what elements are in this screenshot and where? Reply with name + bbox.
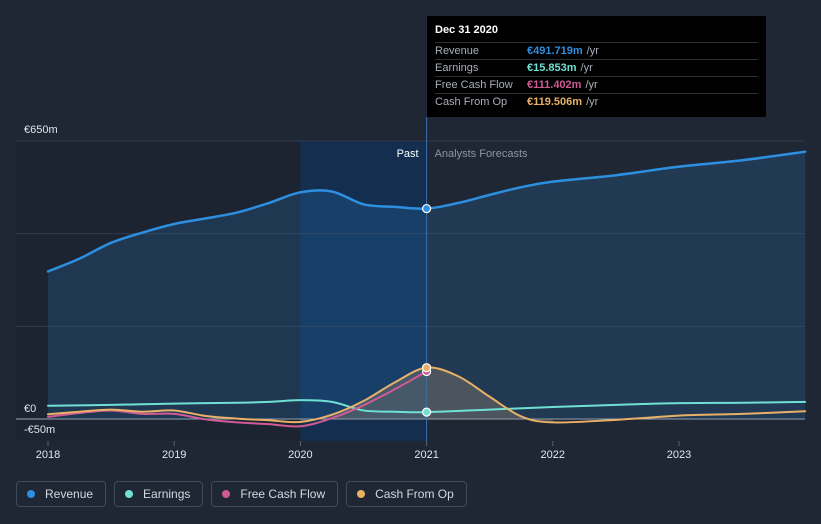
legend-label: Free Cash Flow <box>240 487 326 501</box>
tooltip: Dec 31 2020 Revenue €491.719m /yr Earnin… <box>427 16 766 117</box>
revenue-marker <box>422 203 432 214</box>
revenue-line <box>46 150 807 273</box>
legend-dot-icon <box>27 490 35 498</box>
legend-dot-icon <box>222 490 231 498</box>
legend-dot-icon <box>357 490 366 498</box>
tooltip-row-cash-from-op: Cash From Op €119.506m /yr <box>435 93 758 110</box>
tooltip-value: €111.402m <box>527 79 582 91</box>
tooltip-unit: /yr <box>586 96 599 108</box>
tooltip-value: €15.853m <box>527 62 577 74</box>
tooltip-row-revenue: Revenue €491.719m /yr <box>435 42 758 59</box>
y-tick-label: €0 <box>24 403 36 415</box>
tooltip-label: Cash From Op <box>435 96 508 108</box>
x-tick-label: 2018 <box>36 449 60 461</box>
cash-from-op-line <box>47 366 807 424</box>
forecast-label: Analysts Forecasts <box>435 148 528 160</box>
earnings-marker <box>422 407 432 417</box>
tooltip-value: €119.506m <box>527 96 583 108</box>
tooltip-unit: /yr <box>586 45 599 57</box>
legend-dot-icon <box>125 490 134 498</box>
y-tick-label: €650m <box>24 124 58 136</box>
past-label: Past <box>397 148 419 160</box>
tooltip-value: €491.719m <box>527 45 583 57</box>
legend-label: Earnings <box>143 487 191 501</box>
x-tick-label: 2022 <box>541 449 565 461</box>
legend: Revenue Earnings Free Cash Flow Cash Fro… <box>16 481 467 507</box>
earnings-line <box>47 399 807 414</box>
x-tick-label: 2023 <box>667 449 691 461</box>
legend-label: Cash From Op <box>375 487 454 501</box>
legend-item-cash-from-op[interactable]: Cash From Op <box>346 481 467 507</box>
tooltip-row-earnings: Earnings €15.853m /yr <box>435 59 758 76</box>
legend-item-revenue[interactable]: Revenue <box>16 481 107 507</box>
tooltip-unit: /yr <box>580 62 593 74</box>
y-tick-label: -€50m <box>24 424 55 436</box>
x-tick-label: 2019 <box>162 449 186 461</box>
chart: €650m €0 -€50m 2018 2019 2020 2021 2022 2023 Past… <box>16 117 807 461</box>
tooltip-unit: /yr <box>585 79 598 91</box>
legend-label: Revenue <box>45 487 94 501</box>
tooltip-label: Earnings <box>435 62 479 74</box>
x-tick-label: 2021 <box>414 449 438 461</box>
legend-item-earnings[interactable]: Earnings <box>114 481 204 507</box>
tooltip-date: Dec 31 2020 <box>435 24 498 36</box>
cash-from-op-marker <box>422 363 432 373</box>
tooltip-row-free-cash-flow: Free Cash Flow €111.402m /yr <box>435 76 758 93</box>
tooltip-label: Revenue <box>435 45 480 57</box>
legend-item-free-cash-flow[interactable]: Free Cash Flow <box>211 481 339 507</box>
tooltip-label: Free Cash Flow <box>435 79 513 91</box>
x-tick-label: 2020 <box>288 449 312 461</box>
